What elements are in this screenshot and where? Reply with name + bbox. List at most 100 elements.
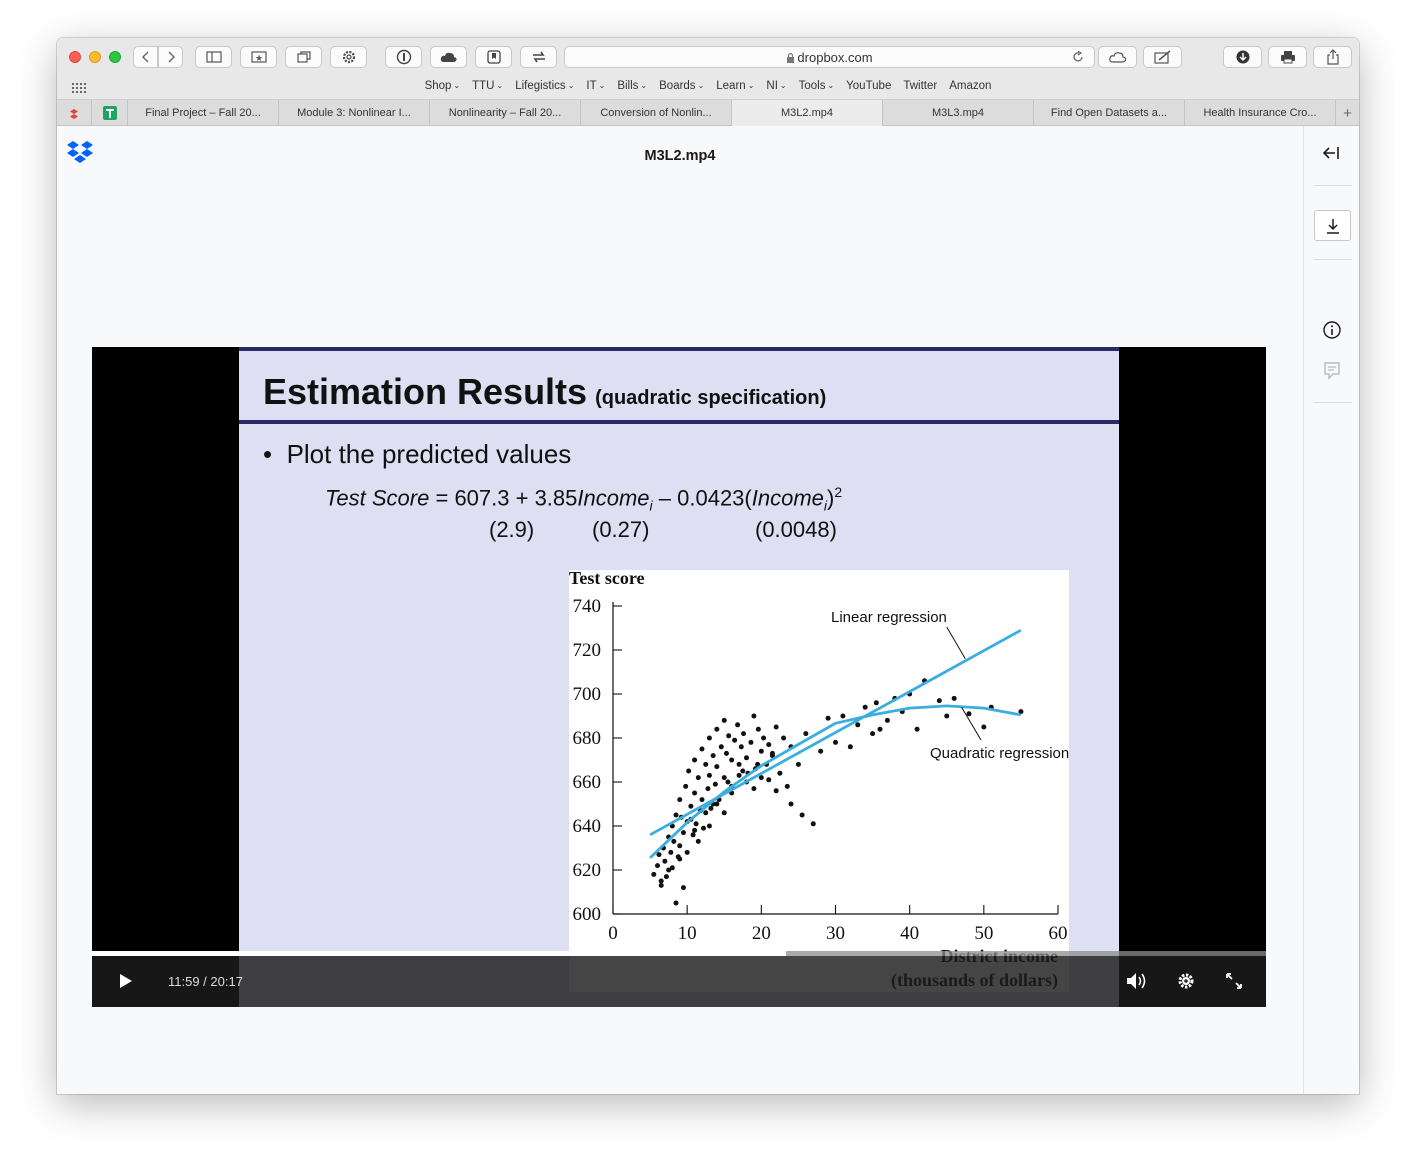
chevron-right-icon <box>168 51 175 63</box>
tab-bar: Final Project – Fall 20... Module 3: Nonl… <box>57 100 1359 126</box>
swap-arrows-icon <box>532 51 545 63</box>
browser-tab[interactable]: Find Open Datasets a... <box>1033 100 1184 126</box>
icloud-tabs-button[interactable] <box>1098 46 1137 68</box>
downloads-button[interactable] <box>1223 46 1262 68</box>
data-point <box>773 724 779 730</box>
data-point <box>758 748 764 754</box>
cloud-extension-button[interactable] <box>430 46 467 68</box>
dropbox-logo-icon[interactable] <box>66 140 94 164</box>
data-point <box>693 821 699 827</box>
share-button[interactable] <box>1313 46 1352 68</box>
data-point <box>700 825 706 831</box>
back-button[interactable] <box>133 46 158 68</box>
extension-settings-button[interactable] <box>330 46 367 68</box>
favorite-shop[interactable]: Shop ⌄ <box>425 80 461 92</box>
info-icon[interactable] <box>1322 320 1342 340</box>
close-window-button[interactable] <box>69 51 81 63</box>
settings-gear-icon[interactable] <box>1177 972 1195 990</box>
video-player[interactable]: Estimation Results (quadratic specificati… <box>92 347 1266 1007</box>
data-point <box>751 786 757 792</box>
data-point <box>758 775 764 781</box>
browser-tab[interactable]: Health Insurance Cro... <box>1184 100 1335 126</box>
chevron-down-icon: ⌄ <box>496 81 504 90</box>
reader-extension-button[interactable] <box>475 46 512 68</box>
zoom-window-button[interactable] <box>109 51 121 63</box>
favorite-ni[interactable]: NI ⌄ <box>766 80 786 92</box>
download-button[interactable] <box>1314 210 1351 241</box>
browser-window: ★ dropbox.com <box>57 38 1359 1094</box>
data-point <box>708 805 714 811</box>
pinned-tab-dropbox[interactable] <box>57 100 91 126</box>
comment-icon[interactable] <box>1322 360 1342 380</box>
progress-bar[interactable] <box>92 951 1266 956</box>
play-icon[interactable] <box>119 973 133 989</box>
swap-extension-button[interactable] <box>520 46 557 68</box>
bookmarks-button[interactable]: ★ <box>240 46 277 68</box>
data-point <box>714 726 720 732</box>
data-point <box>686 768 692 774</box>
favorite-learn[interactable]: Learn ⌄ <box>716 80 754 92</box>
browser-tab[interactable]: Module 3: Nonlinear I... <box>278 100 429 126</box>
chevron-down-icon: ⌄ <box>747 81 755 90</box>
browser-tab[interactable]: Final Project – Fall 20... <box>127 100 278 126</box>
data-point <box>671 838 677 844</box>
data-point <box>656 852 662 858</box>
x-tick-label: 50 <box>974 923 993 944</box>
chevron-down-icon: ⌄ <box>827 81 835 90</box>
x-tick-label: 30 <box>826 923 845 944</box>
data-point <box>666 867 672 873</box>
favorite-bills[interactable]: Bills ⌄ <box>617 80 647 92</box>
data-point <box>766 777 772 783</box>
browser-tab[interactable]: Nonlinearity – Fall 20... <box>429 100 580 126</box>
favorite-youtube[interactable]: YouTube <box>846 80 891 92</box>
markup-button[interactable] <box>1143 46 1182 68</box>
data-point <box>803 731 809 737</box>
regression-equation: Test Score = 607.3 + 3.85Incomei – 0.042… <box>325 484 842 514</box>
favorite-ttu[interactable]: TTU ⌄ <box>472 80 503 92</box>
x-tick-label: 0 <box>608 923 618 944</box>
favorite-amazon[interactable]: Amazon <box>949 80 991 92</box>
data-point <box>870 731 876 737</box>
data-point <box>695 775 701 781</box>
password-manager-button[interactable] <box>385 46 422 68</box>
equation-subscript: i <box>649 497 653 514</box>
data-point <box>699 746 705 752</box>
data-point <box>658 878 664 884</box>
data-point <box>729 757 735 763</box>
pinned-tab-sheets[interactable] <box>91 100 127 126</box>
volume-icon[interactable] <box>1126 972 1150 990</box>
chevron-down-icon: ⌄ <box>567 81 575 90</box>
favorite-lifegistics[interactable]: Lifegistics ⌄ <box>515 80 574 92</box>
data-point <box>810 821 816 827</box>
linear-regression-line <box>649 628 1022 837</box>
fullscreen-icon[interactable] <box>1225 972 1243 990</box>
favorite-tools[interactable]: Tools ⌄ <box>799 80 835 92</box>
grid-apps-icon[interactable] <box>72 83 86 93</box>
favorite-it[interactable]: IT ⌄ <box>586 80 605 92</box>
sidebar-toggle-button[interactable] <box>195 46 232 68</box>
favorite-twitter[interactable]: Twitter <box>903 80 937 92</box>
lock-icon <box>787 52 795 63</box>
print-button[interactable] <box>1268 46 1307 68</box>
tab-overview-button[interactable] <box>285 46 322 68</box>
favorite-label: Tools <box>798 80 826 92</box>
collapse-arrow-icon[interactable] <box>1323 145 1341 161</box>
video-frame-slide: Estimation Results (quadratic specificati… <box>239 347 1119 1007</box>
browser-tab[interactable]: Conversion of Nonlin... <box>580 100 731 126</box>
star-bookmark-icon: ★ <box>250 51 267 63</box>
chevron-down-icon: ⌄ <box>779 81 787 90</box>
reload-icon[interactable] <box>1072 51 1084 63</box>
data-point <box>692 757 698 763</box>
scatter-chart: 600 620 640 660 680 700 720 740 0 10 20 30 40 50 60 Tes… <box>569 568 1069 992</box>
favorite-label: TTU <box>472 80 495 92</box>
minimize-window-button[interactable] <box>89 51 101 63</box>
new-tab-button[interactable]: + <box>1335 100 1359 126</box>
data-point <box>677 843 683 849</box>
y-tick-label: 740 <box>573 596 602 617</box>
favorite-boards[interactable]: Boards ⌄ <box>659 80 704 92</box>
browser-tab[interactable]: M3L3.mp4 <box>882 100 1033 126</box>
browser-tab[interactable]: M3L2.mp4 <box>731 100 882 126</box>
forward-button[interactable] <box>158 46 183 68</box>
slide-header: Estimation Results (quadratic specificati… <box>239 347 1119 424</box>
address-bar[interactable]: dropbox.com <box>564 46 1095 68</box>
